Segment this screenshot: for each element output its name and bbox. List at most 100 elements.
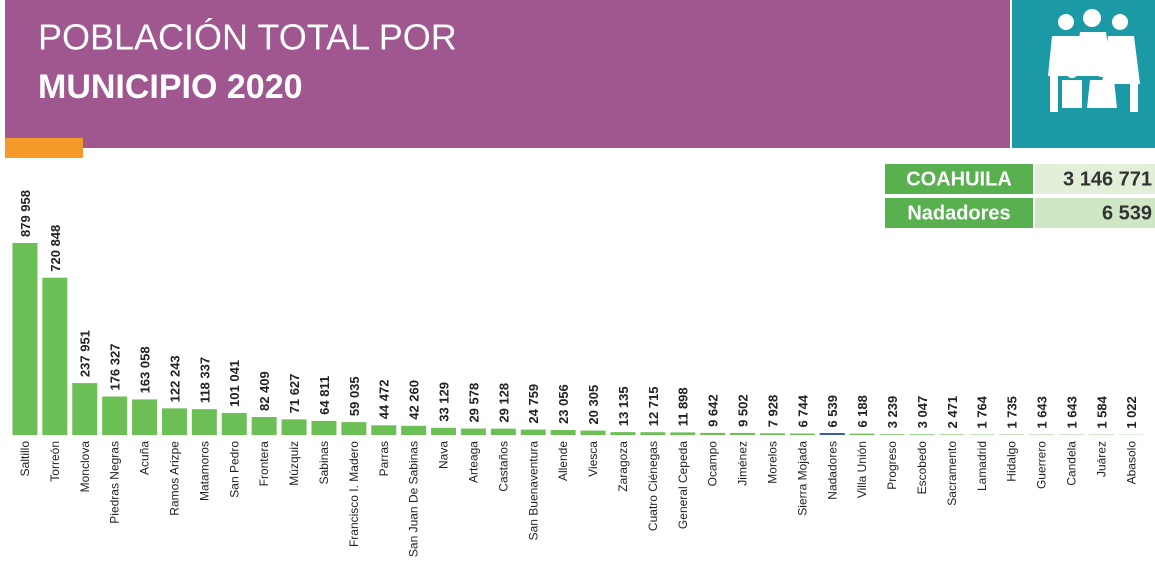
bar (281, 419, 307, 435)
category-label: Sierra Mojada (795, 441, 809, 516)
category-label: Acuña (138, 441, 152, 475)
summary-value-cell (1035, 164, 1155, 194)
bar (42, 277, 68, 435)
value-label: 3 047 (915, 396, 930, 429)
category-label: Viesca (586, 441, 600, 477)
summary-label-cell (885, 198, 1033, 228)
bar (72, 383, 98, 435)
bar (610, 432, 636, 435)
bar (161, 408, 187, 435)
category-label: San Pedro (227, 441, 241, 498)
category-label: Monclova (78, 441, 92, 493)
category-label: San Juan De Sabinas (407, 441, 421, 557)
value-label: 64 811 (317, 376, 332, 415)
value-label: 720 848 (48, 225, 63, 272)
category-label: Sabinas (317, 441, 331, 484)
bar (640, 432, 666, 435)
bar (849, 433, 875, 435)
value-label: 9 642 (706, 394, 721, 427)
value-label: 20 305 (586, 385, 601, 425)
value-label: 7 928 (765, 395, 780, 428)
header-band (5, 0, 1010, 148)
value-label: 176 327 (108, 344, 123, 391)
category-label: Francisco I. Madero (347, 441, 361, 547)
bar (700, 432, 726, 435)
summary-label: Nadadores (907, 202, 1010, 224)
category-label: Jiménez (736, 441, 750, 486)
bar (431, 427, 457, 435)
category-label: San Buenaventura (526, 441, 540, 541)
bar (132, 399, 158, 435)
category-label: Saltillo (18, 441, 32, 477)
value-label: 42 260 (407, 380, 422, 420)
category-label: Frontera (257, 441, 271, 487)
value-label: 2 471 (945, 396, 960, 429)
value-label: 1 764 (975, 395, 990, 428)
bar (939, 434, 965, 435)
bar (520, 429, 546, 435)
value-label: 23 056 (556, 384, 571, 424)
category-label: Nava (437, 441, 451, 469)
category-label: Lamadrid (975, 441, 989, 491)
bar (490, 428, 516, 435)
bar (311, 420, 337, 435)
category-label: Sacramento (945, 441, 959, 506)
value-label: 6 188 (855, 395, 870, 428)
bar (789, 433, 815, 435)
bar (460, 428, 486, 435)
bar (191, 409, 217, 435)
category-label: Ocampo (706, 441, 720, 487)
bar (251, 417, 277, 435)
summary-label-cell (885, 164, 1033, 194)
value-label: 237 951 (78, 330, 93, 377)
category-label: Juárez (1094, 441, 1108, 477)
bar (12, 243, 38, 435)
family-icon (1048, 9, 1140, 112)
bar (550, 429, 576, 435)
category-label: Villa Unión (855, 441, 869, 498)
category-label: Progreso (885, 441, 899, 490)
value-label: 82 409 (257, 371, 272, 411)
category-label: Arteaga (466, 441, 480, 483)
value-label: 13 135 (616, 386, 631, 426)
bar (730, 432, 756, 435)
value-label: 101 041 (227, 360, 242, 407)
category-label: Matamoros (197, 441, 211, 501)
value-label: 122 243 (167, 355, 182, 402)
bar (401, 425, 427, 435)
subtitle: MUNICIPIO 2020 (38, 68, 303, 106)
bar (759, 433, 785, 435)
highlight-base (819, 433, 845, 435)
category-label: General Cepeda (676, 441, 690, 529)
category-label: Ramos Arizpe (167, 441, 181, 516)
bar (221, 412, 247, 435)
bar (670, 432, 696, 435)
category-label: Piedras Negras (108, 441, 122, 524)
title: POBLACIÓN TOTAL POR (38, 17, 457, 58)
bar (341, 422, 367, 435)
summary-value: 6 539 (1102, 202, 1152, 224)
category-label: Candela (1064, 441, 1078, 486)
value-label: 44 472 (377, 380, 392, 420)
category-label: Torreón (48, 441, 62, 482)
value-label: 59 035 (347, 376, 362, 416)
value-label: 11 898 (676, 387, 691, 426)
category-label: Múzquiz (287, 441, 301, 486)
bar (371, 425, 397, 435)
category-label: Abasolo (1124, 441, 1138, 485)
summary-label: COAHUILA (906, 168, 1012, 190)
value-label: 879 958 (18, 190, 33, 237)
category-label: Nadadores (825, 441, 839, 500)
value-label: 9 502 (736, 394, 751, 427)
value-label: 1 643 (1035, 396, 1050, 429)
value-label: 1 735 (1005, 396, 1020, 429)
value-label: 71 627 (287, 374, 302, 414)
summary-value-cell (1035, 198, 1155, 228)
value-label: 1 643 (1064, 396, 1079, 429)
value-label: 3 239 (885, 396, 900, 429)
category-label: Parras (377, 441, 391, 476)
category-label: Guerrero (1035, 441, 1049, 489)
bar (879, 434, 905, 435)
